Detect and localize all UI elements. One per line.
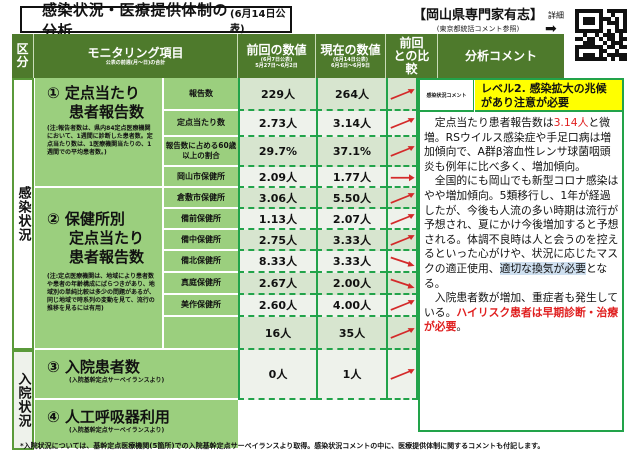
curr-value: 2.00人 (316, 273, 386, 295)
col-curr: 現在の数値 (6月14日公表) 6月3日〜6月9日 (316, 34, 386, 78)
item-3: ③ 入院患者数 (入院基幹定点サーベイランスより) (34, 350, 238, 400)
sub-label: 備中保健所 (162, 230, 238, 251)
comment-label: 感染状況コメント (420, 80, 474, 112)
prev-value: 29.7% (238, 137, 316, 167)
prev-value: 2.67人 (238, 273, 316, 295)
publish-date: (6月14日公表) (230, 8, 286, 35)
trend-arrow-up-icon (386, 78, 418, 111)
sub-label: 倉敷市保健所 (162, 188, 238, 209)
prev-value: 16人 (238, 317, 316, 350)
curr-value: 5.50人 (316, 188, 386, 209)
item-2: ② 保健所別 定点当たり 患者報告数 (注:定点医療機関は、地域により患者数や患… (34, 188, 162, 350)
qr-code-icon[interactable] (572, 6, 630, 64)
prev-value: 3.06人 (238, 188, 316, 209)
prev-value: 229人 (238, 78, 316, 111)
comment-body: 定点当たり患者報告数は3.14人と微増。RSウイルス感染症や手足口病は増加傾向で… (424, 116, 619, 334)
item-4: ④ 人工呼吸器利用 (入院基幹定点サーベイランスより) (34, 400, 238, 450)
curr-value: 37.1% (316, 137, 386, 167)
org-sub: (東京都統括コメント参照) (436, 25, 520, 33)
curr-value: 3.33人 (316, 251, 386, 273)
footer-note: *入院状況については、基幹定点医療機関(5箇所)での入院基幹定点サーベイランスよ… (20, 442, 545, 450)
arrow-right-icon: ➡ (545, 21, 557, 37)
sub-label: 美作保健所 (162, 295, 238, 317)
col-compare: 前回との比較 (386, 34, 438, 78)
trend-arrow-up-icon (386, 209, 418, 230)
col-item: モニタリング項目 公表の前週(月〜日)の合計 (34, 34, 238, 78)
sub-label: 岡山市保健所 (162, 167, 238, 188)
prev-value: 8.33人 (238, 251, 316, 273)
prev-value: 2.73人 (238, 111, 316, 137)
item-1: ① 定点当たり 患者報告数 (注:報告者数は、県内84定点医療機関において、1週… (34, 78, 162, 188)
trend-arrow-down-icon (386, 251, 418, 273)
prev-value: 2.09人 (238, 167, 316, 188)
trend-arrow-up-icon (386, 230, 418, 251)
detail-label: 詳細 (548, 11, 564, 20)
alert-level: レベル2. 感染拡大の兆候があり注意が必要 (475, 80, 622, 112)
trend-arrow-flat-icon (386, 167, 418, 188)
curr-value: 264人 (316, 78, 386, 111)
trend-arrow-up-icon (386, 188, 418, 209)
curr-value: 3.14人 (316, 111, 386, 137)
trend-arrow-down-icon (386, 273, 418, 295)
sub-label: 備北保健所 (162, 251, 238, 273)
sub-label (162, 317, 238, 350)
col-kubun: 区分 (12, 34, 34, 78)
prev-value: 2.60人 (238, 295, 316, 317)
section-infection: 感染状況 (12, 78, 34, 350)
trend-arrow-up-icon (386, 317, 418, 350)
trend-arrow-up-icon (386, 295, 418, 317)
prev-value: 1.13人 (238, 209, 316, 230)
curr-value: 1.77人 (316, 167, 386, 188)
col-prev: 前回の数値 (6月7日公表) 5月27日〜6月2日 (238, 34, 316, 78)
curr-value: 1人 (316, 350, 386, 400)
curr-value: 4.00人 (316, 295, 386, 317)
section-hospital: 入院状況 (12, 350, 34, 450)
title-box: 感染状況・医療提供体制の分析 (6月14日公表) (20, 1, 292, 40)
trend-arrow-up-icon (386, 111, 418, 137)
col-comment: 分析コメント (438, 34, 564, 78)
sub-label: 真庭保健所 (162, 273, 238, 295)
trend-arrow-up-icon (386, 350, 418, 400)
curr-value: 35人 (316, 317, 386, 350)
sub-label: 報告数 (162, 78, 238, 111)
prev-value: 2.75人 (238, 230, 316, 251)
sub-label: 報告数に占める60歳以上の割合 (162, 137, 238, 167)
comment-panel (418, 78, 624, 432)
curr-value: 2.07人 (316, 209, 386, 230)
sub-label: 定点当たり数 (162, 111, 238, 137)
organization: 【岡山県専門家有志】 (東京都統括コメント参照) (398, 4, 558, 34)
curr-value: 3.33人 (316, 230, 386, 251)
prev-value: 0人 (238, 350, 316, 400)
trend-arrow-up-icon (386, 137, 418, 167)
sub-label: 備前保健所 (162, 209, 238, 230)
org-name: 【岡山県専門家有志】 (412, 8, 543, 23)
